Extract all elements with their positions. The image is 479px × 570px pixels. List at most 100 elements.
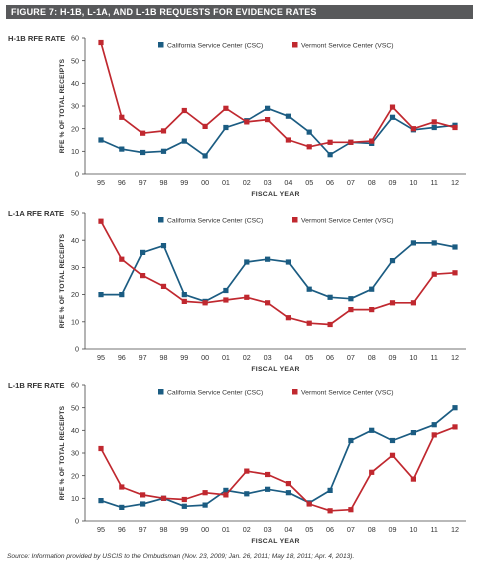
data-point-csc: [452, 244, 458, 250]
y-tick-label: 60: [71, 381, 79, 390]
data-point-csc: [265, 486, 271, 492]
y-tick-label: 60: [71, 34, 79, 43]
chart-title: L-1B RFE RATE: [8, 381, 64, 390]
data-point-vsc: [431, 271, 437, 277]
x-tick-label: 07: [347, 353, 355, 362]
y-axis-title: RFE % OF TOTAL RECEIPTS: [59, 233, 66, 328]
data-point-csc: [348, 296, 354, 302]
x-tick-label: 97: [139, 353, 147, 362]
chart-title: H-1B RFE RATE: [8, 34, 65, 43]
x-tick-label: 98: [159, 353, 167, 362]
data-point-vsc: [389, 300, 396, 306]
y-axis-title: RFE % OF TOTAL RECEIPTS: [59, 58, 66, 153]
legend-label-vsc: Vermont Service Center (VSC): [301, 42, 394, 49]
data-point-vsc: [265, 117, 271, 123]
data-point-csc: [285, 490, 291, 496]
data-point-vsc: [98, 39, 104, 46]
data-point-vsc: [98, 218, 104, 224]
data-point-vsc: [306, 320, 312, 326]
data-point-vsc: [98, 445, 104, 452]
data-point-vsc: [452, 124, 458, 131]
series-line-vsc: [100, 42, 456, 148]
x-tick-label: 95: [97, 353, 105, 362]
x-tick-label: 09: [389, 178, 397, 187]
data-point-csc: [181, 138, 187, 144]
data-point-csc: [306, 286, 312, 292]
x-tick-label: 07: [347, 525, 355, 534]
x-tick-label: 98: [159, 525, 167, 534]
x-tick-label: 06: [326, 178, 334, 187]
data-point-vsc: [160, 495, 167, 501]
data-point-csc: [327, 152, 333, 158]
data-point-vsc: [265, 471, 271, 478]
y-tick-label: 10: [71, 317, 79, 326]
y-tick-label: 20: [71, 471, 79, 480]
x-tick-label: 04: [284, 525, 292, 534]
data-point-vsc: [244, 468, 250, 474]
data-point-vsc: [223, 105, 229, 111]
legend-swatch-csc: [158, 389, 164, 395]
data-point-csc: [348, 437, 354, 444]
y-tick-label: 20: [71, 124, 79, 133]
data-point-csc: [431, 240, 437, 246]
x-tick-label: 05: [305, 525, 313, 534]
data-point-csc: [140, 249, 146, 255]
y-tick-label: 50: [71, 403, 79, 412]
y-tick-label: 40: [71, 426, 79, 435]
data-point-vsc: [160, 128, 167, 134]
y-axis-title: RFE % OF TOTAL RECEIPTS: [59, 405, 66, 500]
x-tick-label: 04: [284, 353, 292, 362]
x-tick-label: 02: [243, 353, 251, 362]
x-tick-label: 03: [264, 178, 272, 187]
y-tick-label: 10: [71, 147, 79, 156]
data-point-csc: [244, 259, 250, 265]
data-point-vsc: [369, 307, 375, 313]
x-tick-label: 96: [118, 178, 126, 187]
data-point-vsc: [202, 300, 208, 306]
x-tick-label: 08: [368, 178, 376, 187]
data-point-csc: [327, 294, 333, 300]
data-point-vsc: [265, 300, 271, 306]
y-tick-label: 40: [71, 236, 79, 245]
data-point-csc: [98, 292, 104, 298]
x-tick-label: 06: [326, 525, 334, 534]
y-tick-label: 10: [71, 494, 79, 503]
data-point-vsc: [223, 492, 229, 498]
x-tick-label: 03: [264, 525, 272, 534]
legend-label-vsc: Vermont Service Center (VSC): [301, 217, 394, 224]
data-point-vsc: [369, 138, 375, 144]
x-tick-label: 05: [305, 178, 313, 187]
data-point-vsc: [140, 492, 146, 498]
source-note: Source: Information provided by USCIS to…: [7, 553, 355, 560]
data-point-vsc: [410, 300, 416, 306]
x-axis-title: FISCAL YEAR: [251, 191, 299, 198]
x-tick-label: 99: [180, 353, 188, 362]
x-tick-label: 01: [222, 525, 230, 534]
y-tick-label: 40: [71, 79, 79, 88]
data-point-csc: [410, 240, 416, 246]
x-tick-label: 12: [451, 178, 459, 187]
x-tick-label: 07: [347, 178, 355, 187]
data-point-vsc: [119, 484, 125, 490]
x-tick-label: 98: [159, 178, 167, 187]
data-point-vsc: [348, 507, 354, 513]
data-point-csc: [223, 487, 229, 493]
data-point-csc: [119, 292, 125, 298]
series-line-csc: [100, 107, 456, 157]
x-tick-label: 09: [389, 353, 397, 362]
data-point-csc: [410, 430, 416, 436]
data-point-csc: [389, 258, 396, 264]
x-axis-title: FISCAL YEAR: [251, 538, 299, 545]
data-point-vsc: [327, 508, 333, 514]
data-point-csc: [285, 113, 291, 119]
series-line-csc: [101, 242, 456, 303]
data-point-vsc: [348, 139, 354, 145]
x-tick-label: 08: [368, 525, 376, 534]
data-point-vsc: [452, 424, 458, 430]
data-point-csc: [431, 124, 437, 131]
x-tick-label: 00: [201, 353, 209, 362]
legend-label-vsc: Vermont Service Center (VSC): [301, 389, 394, 396]
data-point-vsc: [348, 307, 354, 313]
y-tick-label: 30: [71, 263, 79, 272]
x-tick-label: 95: [97, 525, 105, 534]
